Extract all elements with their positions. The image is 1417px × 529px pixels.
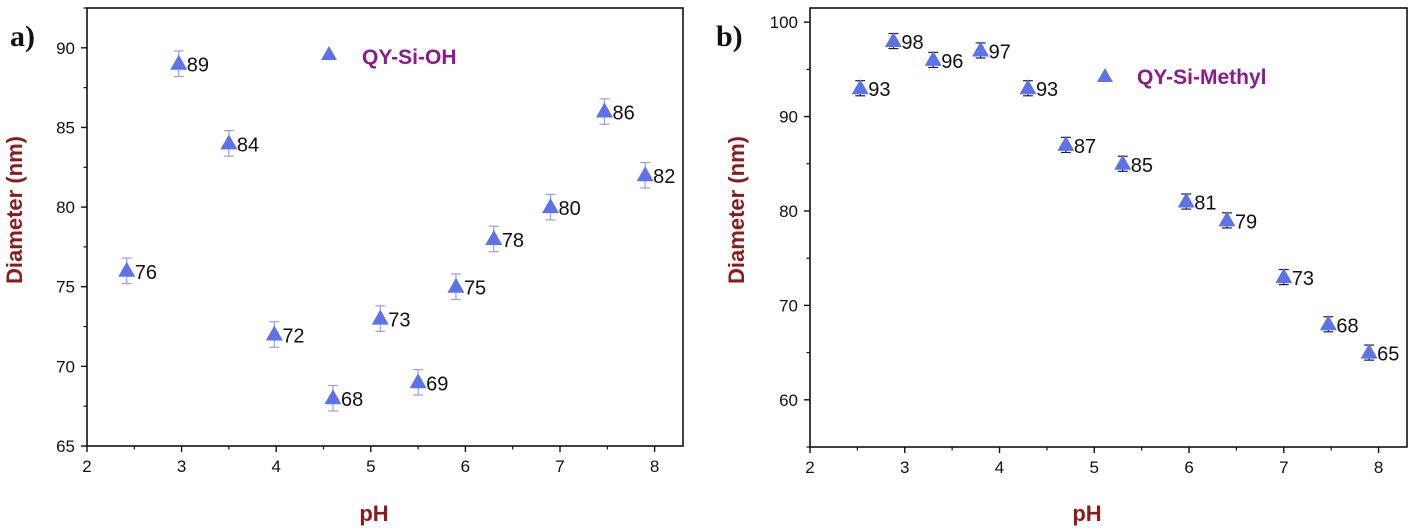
panel-b-data-label: 97 [989, 41, 1011, 63]
panel-b-data-label: 93 [1036, 79, 1058, 101]
panel-a-data-point [636, 166, 654, 182]
panel-a-x-tick-label: 8 [650, 457, 659, 476]
panel-b-y-tick-label: 70 [779, 296, 798, 315]
panel-a-x-axis-title: pH [359, 501, 388, 526]
panel-a-y-tick-label: 75 [56, 278, 75, 297]
panel-a-data-label: 68 [341, 389, 363, 411]
panel-a-data-label: 86 [612, 103, 634, 125]
panel-b-data-point [884, 32, 902, 48]
panel-b-data-point [1319, 315, 1337, 331]
panel-a-data-point [542, 198, 560, 214]
panel-a-data-label: 84 [237, 134, 259, 156]
panel-a-data-point [324, 389, 342, 405]
panel-b-data-point [1114, 154, 1132, 170]
panel-a-legend-text: QY-Si-OH [362, 46, 457, 69]
panel-a-x-tick-label: 4 [271, 457, 280, 476]
panel-b-y-tick-label: 100 [770, 13, 798, 32]
panel-b-data-point [1057, 135, 1075, 151]
panel-b-data-label: 79 [1235, 211, 1257, 233]
panel-b-data-label: 87 [1074, 136, 1096, 158]
panel-b-legend: QY-Si-Methyl [1097, 66, 1267, 89]
panel-a-data-label: 89 [187, 55, 209, 77]
panel-a-x-tick-label: 7 [555, 457, 564, 476]
panel-b-y-tick-label: 60 [779, 391, 798, 410]
panel-b-data-point [1019, 79, 1037, 95]
panel-a-data-label: 78 [502, 230, 524, 252]
panel-b-x-tick-label: 7 [1279, 458, 1288, 477]
panel-b-y-axis-title: Diameter (nm) [724, 136, 749, 284]
panel-a-data-label: 80 [559, 198, 581, 220]
panel-a-data-point [409, 373, 427, 389]
panel-b-x-axis-title: pH [1072, 501, 1101, 526]
panel-a-data-point [220, 134, 238, 150]
panel-b-data-label: 93 [868, 79, 890, 101]
panel-a-x-tick-label: 3 [177, 457, 186, 476]
panel-a-y-tick-label: 65 [56, 437, 75, 456]
panel-a-legend-marker [321, 46, 337, 60]
panel-b-x-tick-label: 6 [1184, 458, 1193, 477]
panel-b-data-point [1177, 192, 1195, 208]
panel-b-chart: b) Diameter (nm) pH QY-Si-Methyl 2 3 4 5 6 7 8… [716, 7, 1408, 526]
panel-a-y-axis-title: Diameter (nm) [2, 136, 27, 284]
panel-b-data-point [972, 41, 990, 57]
panel-b-data-point [1218, 211, 1236, 227]
panel-a-data-point [485, 229, 503, 245]
panel-a-data-point [170, 54, 188, 70]
panel-a-y-tick-label: 90 [56, 39, 75, 58]
panel-b-data-label: 96 [941, 51, 963, 73]
panel-a-data-point [118, 261, 136, 277]
panel-b-data-label: 81 [1194, 193, 1216, 215]
panel-a-x-tick-label: 2 [82, 457, 91, 476]
panel-b-data-label: 68 [1336, 315, 1358, 337]
panel-b-plot-frame [809, 7, 1408, 448]
panel-b-data-point [1360, 343, 1378, 359]
panel-a-plot-frame [86, 7, 684, 447]
panel-b-y-tick-label: 80 [779, 202, 798, 221]
panel-a-data-point [595, 102, 613, 118]
panel-a-legend: QY-Si-OH [321, 46, 457, 69]
panel-a-y-tick-label: 80 [56, 198, 75, 217]
panel-b-data-point [1275, 268, 1293, 284]
panel-a-data-label: 69 [426, 373, 448, 395]
panel-b-legend-marker [1097, 68, 1113, 82]
panel-b-y-tick-label: 90 [779, 108, 798, 127]
panel-a-data-label: 75 [464, 278, 486, 300]
panel-b-data-point [924, 50, 942, 66]
panel-a-y-tick-label: 70 [56, 357, 75, 376]
panel-a-label: a) [10, 20, 35, 53]
panel-a-data-label: 76 [135, 262, 157, 284]
panel-b-x-tick-label: 2 [805, 458, 814, 477]
panel-b-legend-text: QY-Si-Methyl [1137, 66, 1267, 89]
panel-a-data-label: 73 [388, 310, 410, 332]
panel-a-data-label: 72 [282, 326, 304, 348]
panel-b-data-label: 65 [1377, 344, 1399, 366]
panel-b-data-label: 85 [1131, 155, 1153, 177]
panel-b-x-tick-label: 4 [995, 458, 1004, 477]
panel-a-data-label: 82 [653, 166, 675, 188]
panel-b-data-point [851, 79, 869, 95]
panel-b-data-label: 73 [1292, 268, 1314, 290]
panel-a-chart: a) Diameter (nm) pH QY-Si-OH 2 3 4 5 6 7 86570… [2, 7, 684, 526]
panel-a-data-point [265, 325, 283, 341]
panel-a-data-point [371, 309, 389, 325]
panel-b-label: b) [716, 20, 743, 53]
panel-a-data-point [447, 277, 465, 293]
panel-b-x-tick-label: 8 [1374, 458, 1383, 477]
panel-b-data-label: 98 [901, 32, 923, 54]
panel-b-x-tick-label: 3 [900, 458, 909, 477]
panel-a-y-tick-label: 85 [56, 118, 75, 137]
panel-a-x-tick-label: 6 [461, 457, 470, 476]
panel-b-x-tick-label: 5 [1090, 458, 1099, 477]
panel-a-x-tick-label: 5 [366, 457, 375, 476]
